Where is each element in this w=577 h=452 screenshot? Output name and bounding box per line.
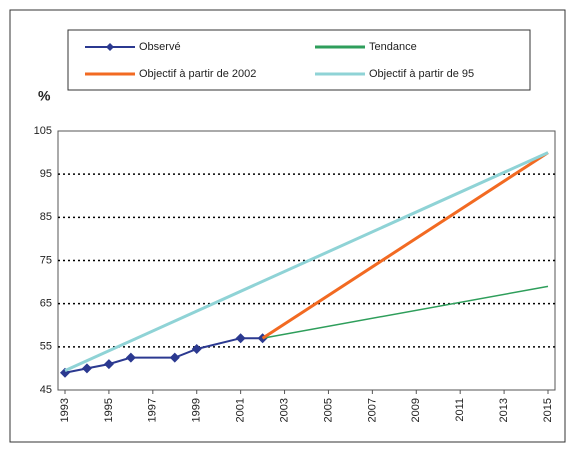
y-tick-label: 65 — [40, 298, 52, 310]
y-tick-label: 85 — [40, 211, 52, 223]
y-tick-label: 45 — [40, 384, 52, 396]
x-tick-label: 2005 — [322, 398, 334, 422]
series-line — [262, 285, 549, 339]
marker — [125, 352, 136, 363]
marker — [81, 363, 92, 374]
legend-box — [67, 29, 531, 91]
x-tick-label: 2011 — [454, 398, 466, 422]
marker — [191, 343, 202, 354]
x-tick-label: 2001 — [235, 398, 247, 422]
y-tick-label: 55 — [40, 341, 52, 353]
marker — [169, 352, 180, 363]
y-tick-label: 105 — [34, 125, 52, 137]
marker — [235, 333, 246, 344]
y-tick-label: 75 — [40, 254, 52, 266]
y-tick-label: 95 — [40, 168, 52, 180]
legend-label: Tendance — [369, 41, 417, 53]
x-tick-label: 2007 — [366, 398, 378, 422]
x-tick-label: 1993 — [59, 398, 71, 422]
series-line — [64, 151, 549, 372]
x-tick-label: 2009 — [410, 398, 422, 422]
x-tick-label: 2013 — [498, 398, 510, 422]
x-tick-label: 1999 — [191, 398, 203, 422]
x-tick-label: 2003 — [278, 398, 290, 422]
legend-label: Objectif à partir de 95 — [369, 68, 474, 80]
x-tick-label: 1995 — [103, 398, 115, 422]
x-tick-label: 1997 — [147, 398, 159, 422]
x-tick-label: 2015 — [542, 398, 554, 422]
marker — [103, 359, 114, 370]
y-axis-label: % — [38, 88, 51, 104]
series-line — [261, 151, 549, 340]
legend-label: Observé — [139, 41, 181, 53]
legend-marker — [106, 43, 114, 51]
legend-label: Objectif à partir de 2002 — [139, 68, 256, 80]
